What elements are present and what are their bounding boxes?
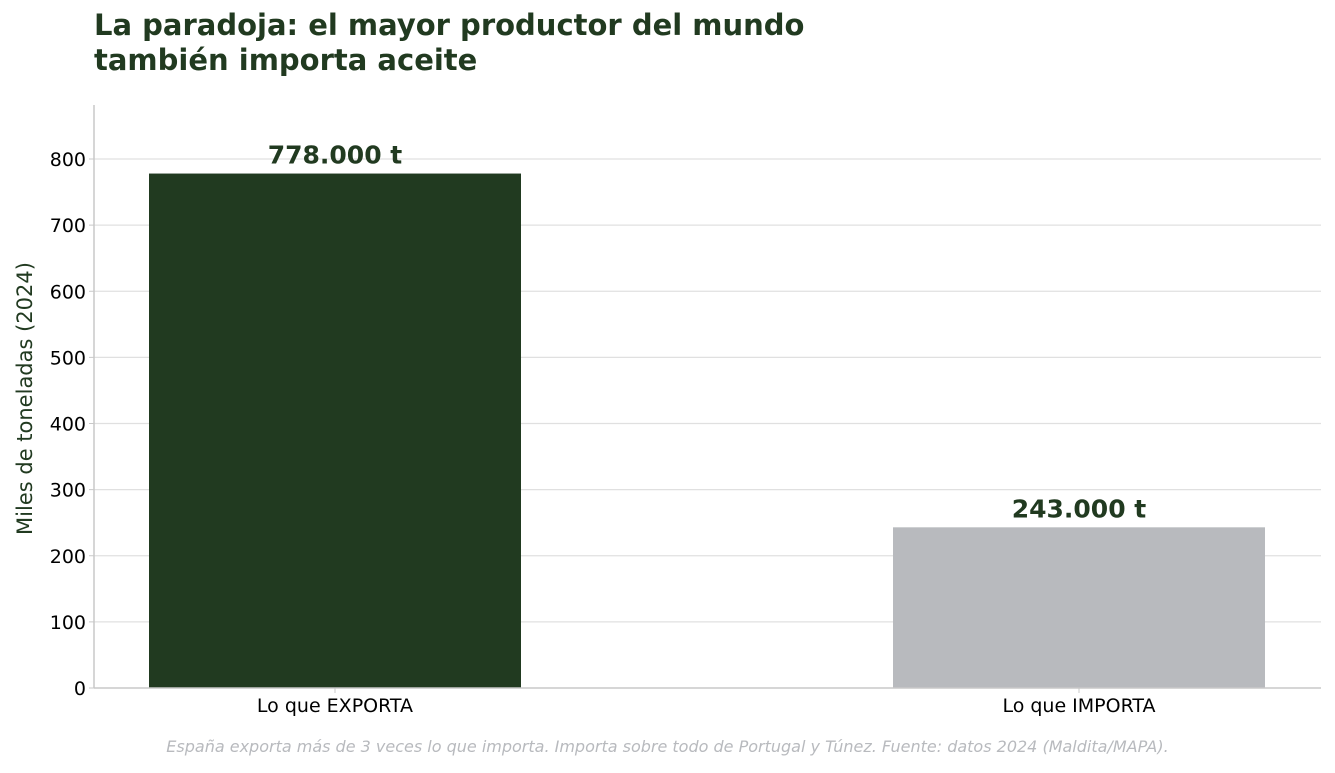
chart-title: La paradoja: el mayor productor del mund… (94, 8, 1094, 78)
chart-title-line-1: La paradoja: el mayor productor del mund… (94, 8, 805, 42)
x-tick-label: Lo que IMPORTA (1002, 695, 1155, 717)
axes: 0 100 200 300 400 500 600 700 800 Miles de tonela… (13, 105, 1321, 717)
x-tick-label: Lo que EXPORTA (257, 695, 413, 717)
y-tick-label: 500 (50, 347, 86, 369)
y-axis-label: Miles de toneladas (2024) (13, 262, 37, 535)
bars (149, 173, 1265, 689)
bar-export (149, 173, 521, 689)
y-tick-label: 100 (50, 612, 86, 634)
chart-footnote: España exporta más de 3 veces lo que imp… (166, 737, 1169, 756)
chart-title-line-2: también importa aceite (94, 43, 478, 77)
y-tick-label: 0 (74, 678, 86, 700)
data-label: 243.000 t (1012, 494, 1147, 523)
labels: 778.000 t 243.000 t (268, 141, 1147, 524)
y-tick-label: 200 (50, 546, 86, 568)
y-tick-label: 300 (50, 480, 86, 502)
bar-import (893, 527, 1265, 688)
y-tick-label: 700 (50, 215, 86, 237)
y-tick-label: 800 (50, 149, 86, 171)
data-label: 778.000 t (268, 141, 403, 170)
y-tick-label: 600 (50, 281, 86, 303)
y-tick-label: 400 (50, 414, 86, 436)
